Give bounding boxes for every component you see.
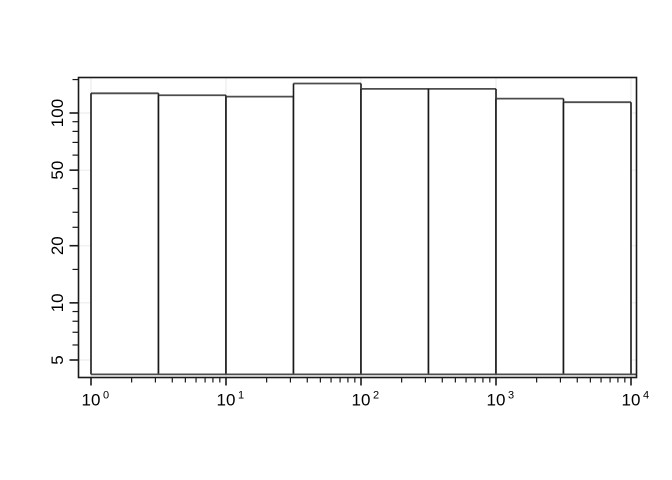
y-tick-label: 20 xyxy=(48,236,67,255)
bar-fill xyxy=(91,93,159,375)
y-axis-tick-labels: 5 10 20 50 100 xyxy=(48,99,67,365)
bar-fill xyxy=(496,98,564,375)
x-tick-mantissa: 10 xyxy=(487,391,506,410)
bar-fill xyxy=(226,96,294,375)
y-axis-ticks xyxy=(69,78,79,361)
x-tick-mantissa: 10 xyxy=(217,391,236,410)
y-tick-label: 100 xyxy=(48,99,67,127)
bar-fill xyxy=(563,102,631,375)
x-tick-label: 10 0 xyxy=(82,390,110,410)
bar xyxy=(360,87,430,375)
x-tick-exponent: 2 xyxy=(373,390,379,402)
bar xyxy=(427,87,497,375)
x-tick-label: 10 2 xyxy=(352,390,380,410)
x-tick-label: 10 4 xyxy=(622,390,650,410)
y-tick-label: 10 xyxy=(48,293,67,312)
bar xyxy=(157,94,227,375)
x-axis-tick-labels: 10 0 10 1 10 2 10 3 10 4 xyxy=(82,390,650,410)
x-tick-exponent: 0 xyxy=(103,390,109,402)
x-tick-exponent: 3 xyxy=(508,390,514,402)
y-tick-label: 50 xyxy=(48,161,67,180)
bar-series xyxy=(90,82,637,376)
bar-fill xyxy=(293,83,361,375)
x-tick-mantissa: 10 xyxy=(352,391,371,410)
bar-fill xyxy=(158,95,226,375)
bar-fill xyxy=(361,88,429,375)
x-tick-exponent: 1 xyxy=(238,390,244,402)
bar-fill xyxy=(428,88,496,375)
bar xyxy=(495,97,565,375)
bar xyxy=(292,82,362,375)
bar xyxy=(90,92,160,375)
x-axis-ticks xyxy=(90,377,632,386)
x-tick-mantissa: 10 xyxy=(622,391,641,410)
x-tick-label: 10 1 xyxy=(217,390,245,410)
x-tick-mantissa: 10 xyxy=(82,391,101,410)
y-tick-label: 5 xyxy=(48,355,67,364)
x-tick-exponent: 4 xyxy=(643,390,649,402)
bar xyxy=(225,95,295,375)
x-tick-label: 10 3 xyxy=(487,390,515,410)
bar xyxy=(562,101,632,375)
